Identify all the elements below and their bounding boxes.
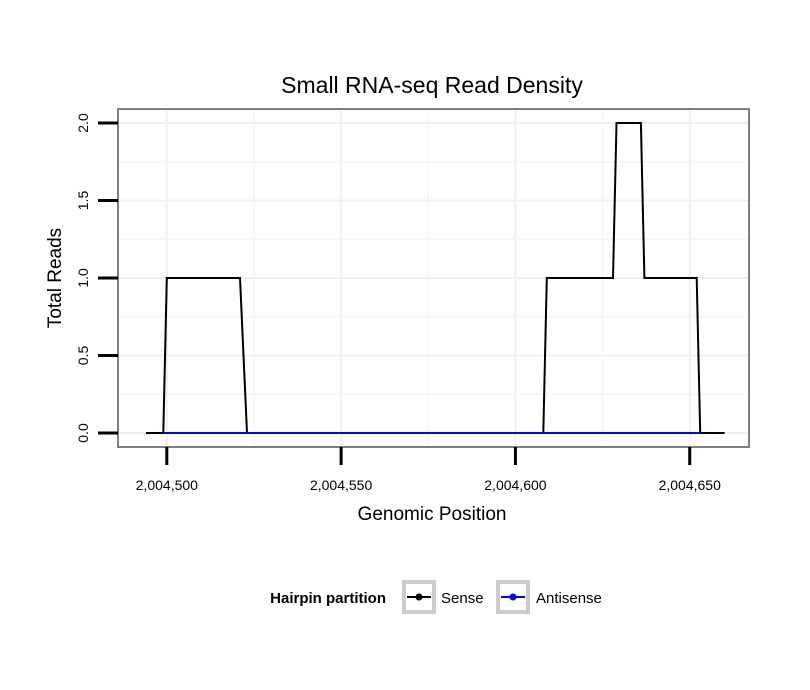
legend-key-antisense-point <box>509 593 517 601</box>
legend: Hairpin partition Sense Antisense <box>270 580 602 614</box>
y-tick-label: 2.0 <box>75 113 91 133</box>
y-axis: 0.0 0.5 1.0 1.5 2.0 <box>75 113 118 443</box>
x-tick-label: 2,004,650 <box>659 477 721 493</box>
x-tick-label: 2,004,550 <box>310 477 372 493</box>
y-tick-label: 1.0 <box>75 268 91 288</box>
x-axis-title: Genomic Position <box>358 504 507 525</box>
y-tick-label: 0.0 <box>75 423 91 443</box>
legend-key-antisense <box>496 580 530 614</box>
x-axis: 2,004,500 2,004,550 2,004,600 2,004,650 <box>136 447 721 493</box>
series-layer <box>145 122 725 434</box>
legend-label-sense: Sense <box>441 590 484 607</box>
legend-title: Hairpin partition <box>270 590 386 607</box>
legend-key-sense-point <box>415 593 423 601</box>
legend-label-antisense: Antisense <box>536 590 602 607</box>
series-line-sense <box>145 122 725 434</box>
y-tick-label: 1.5 <box>75 191 91 211</box>
y-tick-label: 0.5 <box>75 346 91 366</box>
x-tick-label: 2,004,600 <box>484 477 546 493</box>
x-tick-label: 2,004,500 <box>136 477 198 493</box>
y-axis-title: Total Reads <box>45 228 66 328</box>
chart-title: Small RNA-seq Read Density <box>281 72 583 98</box>
